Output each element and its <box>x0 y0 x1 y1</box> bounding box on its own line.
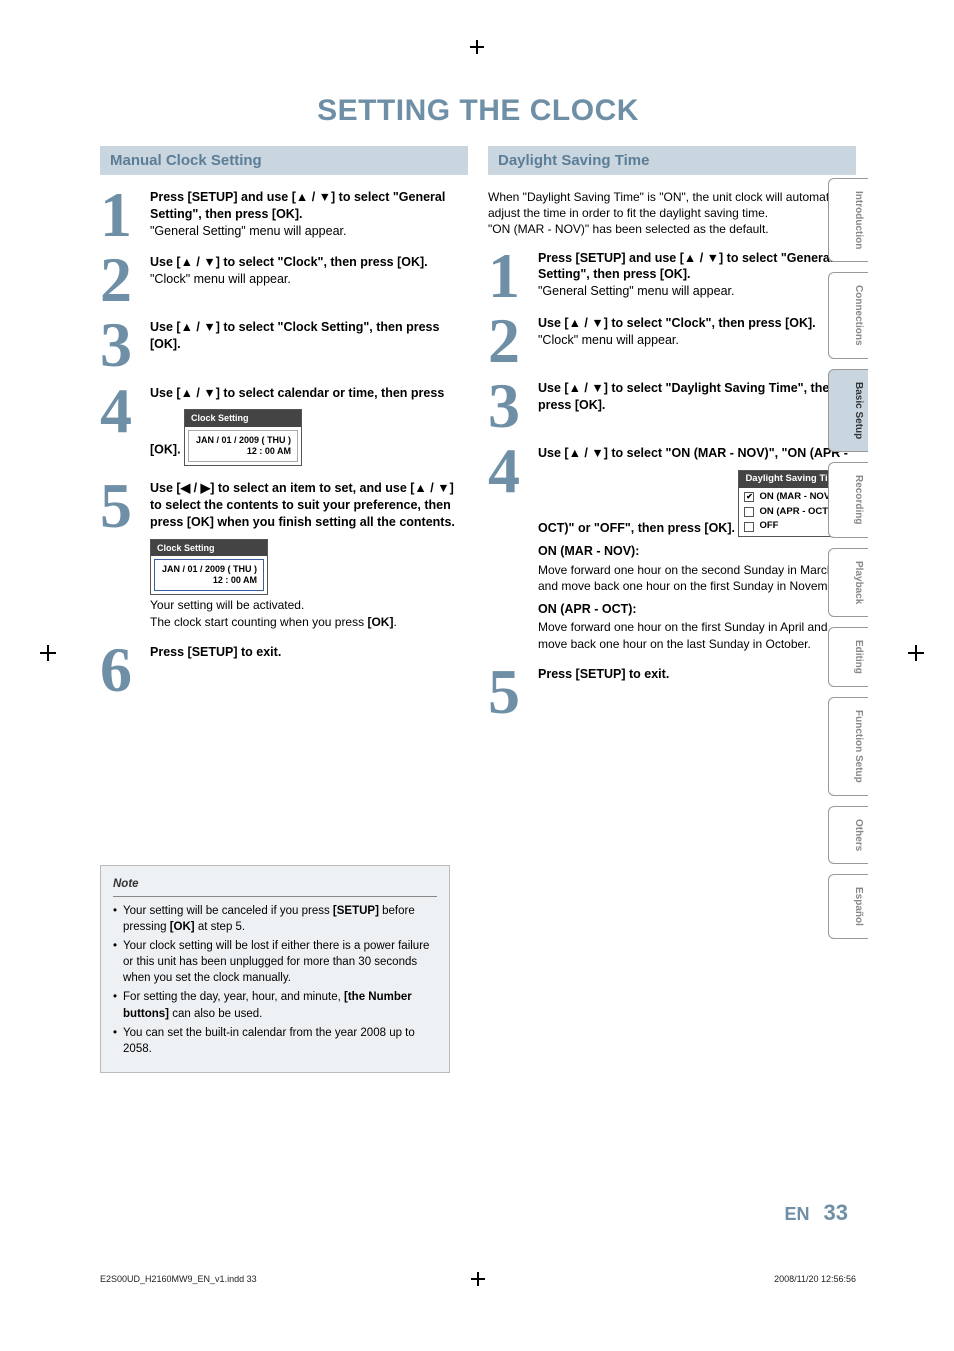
step: 1 Press [SETUP] and use [▲ / ▼] to selec… <box>100 189 468 240</box>
page-num: 33 <box>824 1200 848 1225</box>
right-column: Daylight Saving Time When "Daylight Savi… <box>488 146 856 1073</box>
dst-option-label: ON (APR - OCT) <box>759 506 831 519</box>
note-item: You can set the built-in calendar from t… <box>113 1025 437 1057</box>
clock-setting-value: JAN / 01 / 2009 ( THU )12 : 00 AM <box>154 559 264 592</box>
page-number: EN 33 <box>785 1200 849 1226</box>
side-tab[interactable]: Function Setup <box>828 697 868 796</box>
step-number: 1 <box>100 189 150 240</box>
page-title: SETTING THE CLOCK <box>88 94 868 128</box>
step: 3 Use [▲ / ▼] to select "Daylight Saving… <box>488 380 856 431</box>
step-number: 4 <box>100 385 150 436</box>
side-tab[interactable]: Basic Setup <box>828 369 868 452</box>
note-item: Your clock setting will be lost if eithe… <box>113 938 437 986</box>
step-number: 3 <box>100 319 150 370</box>
clock-setting-box: Clock Setting JAN / 01 / 2009 ( THU )12 … <box>150 539 268 596</box>
step-number: 1 <box>488 250 538 301</box>
step-result: "Clock" menu will appear. <box>538 332 856 349</box>
page-content: SETTING THE CLOCK Manual Clock Setting 1… <box>88 36 868 1296</box>
step-instruction: Press [SETUP] and use [▲ / ▼] to select … <box>538 251 833 282</box>
side-tab[interactable]: Introduction <box>828 178 868 262</box>
step-number: 5 <box>488 666 538 717</box>
step-instruction: Use [▲ / ▼] to select "Clock", then pres… <box>150 255 428 269</box>
step-instruction: Use [◀ / ▶] to select an item to set, an… <box>150 481 455 529</box>
step-body: Use [◀ / ▶] to select an item to set, an… <box>150 480 468 630</box>
step: 3 Use [▲ / ▼] to select "Clock Setting",… <box>100 319 468 370</box>
checkbox-icon <box>744 522 754 532</box>
step-body: Press [SETUP] and use [▲ / ▼] to select … <box>150 189 468 240</box>
print-meta-left: E2S00UD_H2160MW9_EN_v1.indd 33 <box>100 1274 257 1284</box>
clock-setting-box: Clock Setting JAN / 01 / 2009 ( THU )12 … <box>184 409 302 466</box>
side-tab[interactable]: Español <box>828 874 868 939</box>
dst-intro: When "Daylight Saving Time" is "ON", the… <box>488 189 856 238</box>
note-list: Your setting will be canceled if you pre… <box>113 903 437 1057</box>
step-number: 4 <box>488 445 538 496</box>
step-result: "Clock" menu will appear. <box>150 271 468 288</box>
side-tab[interactable]: Connections <box>828 272 868 359</box>
explain-body: Move forward one hour on the first Sunda… <box>538 619 856 651</box>
side-tab[interactable]: Others <box>828 806 868 864</box>
crop-mark-left-icon <box>40 645 56 661</box>
explain-head: ON (MAR - NOV): <box>538 543 856 560</box>
step: 5 Use [◀ / ▶] to select an item to set, … <box>100 480 468 630</box>
page-lang: EN <box>785 1204 810 1224</box>
explain-body: Move forward one hour on the second Sund… <box>538 562 856 594</box>
note-item: Your setting will be canceled if you pre… <box>113 903 437 935</box>
crop-mark-bottom-icon <box>471 1272 485 1286</box>
step-instruction: Press [SETUP] to exit. <box>150 645 281 659</box>
step: 5 Press [SETUP] to exit. <box>488 666 856 717</box>
checkbox-icon <box>744 507 754 517</box>
manual-clock-heading: Manual Clock Setting <box>100 146 468 175</box>
step-instruction: Use [▲ / ▼] to select "Clock Setting", t… <box>150 320 439 351</box>
step-body: Use [▲ / ▼] to select "Clock", then pres… <box>538 315 856 349</box>
step-number: 6 <box>100 644 150 695</box>
step-body: Use [▲ / ▼] to select "ON (MAR - NOV)", … <box>538 445 856 652</box>
note-title: Note <box>113 876 437 897</box>
dst-heading: Daylight Saving Time <box>488 146 856 175</box>
step-number: 3 <box>488 380 538 431</box>
step-result: "General Setting" menu will appear. <box>150 223 468 240</box>
step-note: Your setting will be activated.The clock… <box>150 597 468 629</box>
step-number: 5 <box>100 480 150 531</box>
step-instruction: Use [▲ / ▼] to select "Daylight Saving T… <box>538 381 837 412</box>
step-body: Use [▲ / ▼] to select "Daylight Saving T… <box>538 380 856 414</box>
clock-setting-value: JAN / 01 / 2009 ( THU )12 : 00 AM <box>188 430 298 463</box>
note-item: For setting the day, year, hour, and min… <box>113 989 437 1021</box>
step: 4 Use [▲ / ▼] to select calendar or time… <box>100 385 468 467</box>
two-column-layout: Manual Clock Setting 1 Press [SETUP] and… <box>88 146 868 1073</box>
side-tab[interactable]: Playback <box>828 548 868 617</box>
step-body: Press [SETUP] to exit. <box>150 644 468 661</box>
step: 2 Use [▲ / ▼] to select "Clock", then pr… <box>488 315 856 366</box>
step-number: 2 <box>100 254 150 305</box>
side-tab[interactable]: Editing <box>828 627 868 687</box>
step-body: Use [▲ / ▼] to select "Clock Setting", t… <box>150 319 468 353</box>
step: 6 Press [SETUP] to exit. <box>100 644 468 695</box>
step-body: Press [SETUP] to exit. <box>538 666 856 683</box>
crop-mark-right-icon <box>908 645 924 661</box>
step: 1 Press [SETUP] and use [▲ / ▼] to selec… <box>488 250 856 301</box>
dst-option-label: OFF <box>759 520 778 533</box>
step-body: Use [▲ / ▼] to select "Clock", then pres… <box>150 254 468 288</box>
dst-option-label: ON (MAR - NOV) <box>759 491 833 504</box>
clock-setting-header: Clock Setting <box>151 540 267 556</box>
step-instruction: Press [SETUP] and use [▲ / ▼] to select … <box>150 190 445 221</box>
checkbox-icon <box>744 492 754 502</box>
step-result: "General Setting" menu will appear. <box>538 283 856 300</box>
left-column: Manual Clock Setting 1 Press [SETUP] and… <box>100 146 468 1073</box>
step: 2 Use [▲ / ▼] to select "Clock", then pr… <box>100 254 468 305</box>
explain-head: ON (APR - OCT): <box>538 601 856 618</box>
clock-setting-header: Clock Setting <box>185 410 301 426</box>
step-body: Use [▲ / ▼] to select calendar or time, … <box>150 385 468 467</box>
note-box: Note Your setting will be canceled if yo… <box>100 865 450 1073</box>
side-tab[interactable]: Recording <box>828 462 868 537</box>
print-meta-right: 2008/11/20 12:56:56 <box>774 1274 856 1284</box>
step-instruction: Use [▲ / ▼] to select "Clock", then pres… <box>538 316 816 330</box>
step-body: Press [SETUP] and use [▲ / ▼] to select … <box>538 250 856 301</box>
step-instruction: Press [SETUP] to exit. <box>538 667 669 681</box>
side-tabs: Introduction Connections Basic Setup Record… <box>828 178 868 939</box>
step-number: 2 <box>488 315 538 366</box>
step: 4 Use [▲ / ▼] to select "ON (MAR - NOV)"… <box>488 445 856 652</box>
